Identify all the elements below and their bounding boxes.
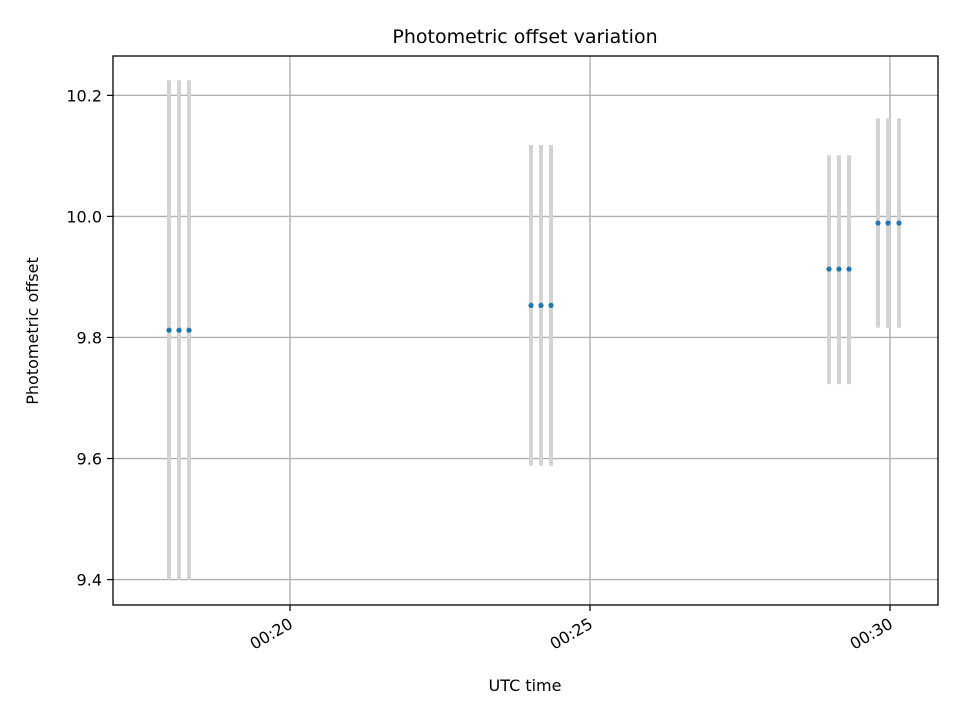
y-axis-title: Photometric offset: [23, 257, 42, 405]
y-tick-label: 10.0: [66, 207, 102, 226]
data-point: [836, 266, 842, 272]
data-point: [826, 266, 832, 272]
data-points: [166, 220, 902, 333]
y-tick-label: 9.6: [77, 450, 102, 469]
data-point: [885, 220, 891, 226]
y-tick-label: 9.8: [77, 328, 102, 347]
data-point: [166, 327, 172, 333]
data-point: [186, 327, 192, 333]
plot-frame: [112, 55, 939, 606]
data-point: [548, 302, 554, 308]
data-point: [875, 220, 881, 226]
y-tick-label: 9.4: [77, 571, 102, 590]
x-axis-title: UTC time: [489, 676, 562, 695]
data-point: [846, 266, 852, 272]
grid: [113, 56, 938, 605]
data-point: [896, 220, 902, 226]
data-point: [176, 327, 182, 333]
y-tick-label: 10.2: [66, 86, 102, 105]
data-point: [528, 302, 534, 308]
data-point: [538, 302, 544, 308]
chart-title: Photometric offset variation: [392, 26, 657, 48]
